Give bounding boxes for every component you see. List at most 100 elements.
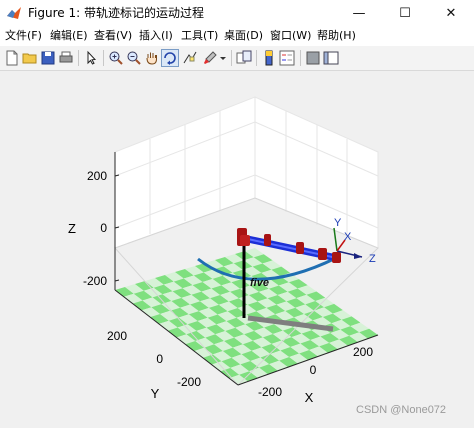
floor-tile	[341, 316, 361, 327]
robot-joint	[332, 252, 341, 263]
floor-tile	[266, 304, 286, 315]
floor-tile	[123, 293, 143, 304]
colorbar-icon[interactable]	[260, 49, 278, 67]
minimize-button[interactable]: —	[336, 0, 382, 26]
floor-tile	[269, 360, 288, 371]
floor-tile	[250, 282, 269, 292]
floor-tile	[260, 354, 280, 365]
new-figure-icon[interactable]	[3, 49, 21, 67]
axes-3d[interactable]: 200 0 -200 Z 200 0 -200 Y -200 0 200 X f…	[0, 71, 474, 424]
floor-tile	[349, 332, 368, 343]
floor-tile	[294, 314, 313, 324]
pointer-icon[interactable]	[82, 49, 100, 67]
floor-tile	[177, 324, 197, 335]
pan-hand-icon[interactable]	[143, 49, 161, 67]
frame-x-arrow	[336, 239, 346, 252]
menu-desktop[interactable]: 桌面(D)	[224, 29, 264, 42]
floor-tile	[324, 303, 343, 314]
floor-tile	[232, 344, 252, 355]
toolbar-separator	[231, 50, 232, 66]
menu-edit[interactable]: 编辑(E)	[50, 29, 88, 42]
floor-tile	[150, 314, 169, 324]
floor-tile	[314, 307, 333, 317]
frame-x-label: X	[344, 231, 352, 243]
floor-tile	[193, 272, 213, 282]
brush-icon[interactable]	[201, 49, 219, 67]
floor-tile	[276, 301, 296, 311]
close-button[interactable]: ✕	[428, 0, 474, 26]
floor-tile	[267, 295, 287, 305]
floor-tile	[192, 282, 212, 292]
floor-tile	[181, 294, 201, 305]
rotate-3d-icon[interactable]	[161, 49, 179, 67]
floor-tile	[225, 254, 244, 264]
floor-tile	[290, 343, 310, 354]
floor-tile	[217, 311, 237, 322]
brush-dropdown-chevron-icon[interactable]	[218, 49, 228, 67]
floor-tile	[132, 300, 152, 311]
floor-tile	[180, 304, 199, 315]
floor-tile	[264, 324, 283, 334]
floor-tile	[301, 330, 321, 340]
open-file-icon[interactable]	[21, 49, 39, 67]
menu-help[interactable]: 帮助(H)	[317, 29, 356, 42]
floor-tile	[160, 310, 179, 321]
show-plot-tools-icon[interactable]	[322, 49, 340, 67]
x-tick-label: 200	[353, 345, 373, 359]
link-plot-icon[interactable]	[235, 49, 253, 67]
floor-tile	[172, 288, 192, 298]
print-icon[interactable]	[57, 49, 75, 67]
floor-tile	[205, 334, 225, 345]
floor-tile	[197, 317, 217, 328]
menu-file[interactable]: 文件(F)	[5, 29, 42, 42]
x-axis-line	[237, 334, 379, 386]
floor-tile	[299, 350, 318, 360]
floor-tile	[214, 341, 233, 351]
floor-tile	[340, 326, 360, 336]
floor-tile	[221, 282, 241, 292]
zoom-in-icon[interactable]	[107, 49, 125, 67]
floor-tile	[245, 248, 264, 258]
floor-tile	[260, 279, 279, 289]
floor-tile	[188, 311, 208, 321]
menu-view[interactable]: 查看(V)	[94, 29, 133, 42]
figure-toolbar	[0, 46, 474, 71]
floor-tile	[248, 291, 268, 302]
x-axis-label: X	[305, 390, 314, 405]
floor-tile	[350, 322, 370, 333]
floor-tile	[262, 334, 282, 344]
floor-tile	[173, 278, 193, 289]
floor-tile	[242, 266, 262, 276]
floor-tile	[295, 304, 315, 314]
menu-window[interactable]: 窗口(W)	[270, 29, 312, 42]
floor-tile	[187, 321, 207, 331]
save-icon[interactable]	[39, 49, 57, 67]
z-axis-label: Z	[68, 221, 76, 236]
maximize-button[interactable]: ☐	[382, 0, 428, 26]
floor-tile	[306, 291, 326, 301]
robot-joint	[296, 242, 304, 254]
data-cursor-icon[interactable]	[181, 49, 199, 67]
floor-tile	[195, 337, 215, 348]
floor-tile	[281, 337, 301, 347]
floor-tile	[297, 285, 317, 295]
floor-tile	[152, 294, 172, 305]
floor-tile	[115, 287, 134, 297]
floor-tile	[196, 327, 216, 338]
floor-tile	[171, 297, 191, 308]
menu-insert[interactable]: 插入(I)	[139, 29, 173, 42]
floor-tile	[200, 298, 219, 308]
floor-tile	[270, 350, 290, 361]
floor-tile	[271, 340, 291, 351]
maximize-icon: ☐	[399, 5, 411, 21]
hide-plot-tools-icon[interactable]	[304, 49, 322, 67]
legend-icon[interactable]	[278, 49, 296, 67]
end-effector-frame: Z Y X	[333, 217, 376, 265]
floor-tile	[229, 374, 248, 385]
floor-tile	[168, 317, 188, 328]
menu-tools[interactable]: 工具(T)	[181, 29, 219, 42]
floor-tile	[143, 287, 163, 298]
floor-tile	[304, 310, 323, 321]
floor-tile	[221, 357, 241, 368]
zoom-out-icon[interactable]	[125, 49, 143, 67]
